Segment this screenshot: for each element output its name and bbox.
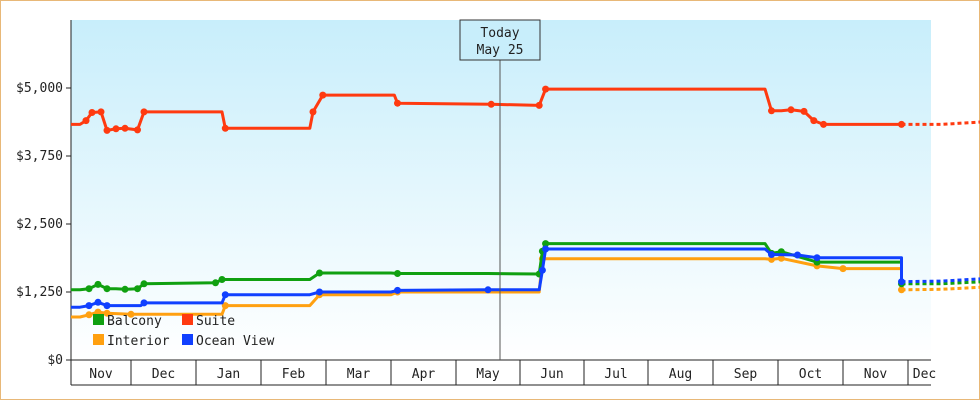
data-point[interactable] [103, 309, 111, 317]
data-point[interactable] [134, 126, 141, 134]
series-ocean-view [71, 245, 980, 310]
data-point[interactable] [212, 279, 219, 287]
today-date: May 25 [477, 43, 524, 58]
x-month-label: Dec [152, 367, 175, 382]
data-point[interactable] [97, 108, 105, 116]
data-point[interactable] [820, 120, 827, 128]
legend-item-suite[interactable]: Suite [182, 314, 235, 329]
data-point[interactable] [85, 302, 93, 310]
data-point[interactable] [810, 117, 818, 125]
data-point[interactable] [85, 285, 93, 293]
x-month-label: Apr [412, 367, 436, 382]
data-point[interactable] [394, 286, 401, 294]
data-point[interactable] [394, 99, 401, 107]
x-month-label: Nov [864, 367, 888, 382]
legend-swatch [93, 334, 104, 345]
data-point[interactable] [94, 308, 102, 316]
data-point[interactable] [88, 109, 96, 116]
data-point[interactable] [768, 251, 775, 258]
x-month-label: Sep [734, 367, 758, 382]
data-point[interactable] [309, 108, 317, 116]
y-tick-label: $3,750 [16, 149, 63, 164]
data-point[interactable] [218, 276, 226, 283]
data-point[interactable] [319, 91, 327, 99]
series-suite [71, 85, 980, 134]
data-point[interactable] [535, 101, 543, 109]
data-point[interactable] [121, 124, 129, 132]
data-point[interactable] [127, 310, 135, 318]
data-point[interactable] [777, 254, 785, 262]
data-point[interactable] [487, 100, 495, 108]
data-point[interactable] [768, 107, 775, 115]
today-marker: Today May 25 [459, 19, 541, 360]
x-month-label: Feb [282, 367, 306, 382]
x-month-label: Oct [799, 367, 822, 382]
data-point[interactable] [787, 106, 795, 114]
data-point[interactable] [839, 265, 847, 273]
legend-item-balcony[interactable]: Balcony [93, 314, 162, 329]
data-point[interactable] [316, 288, 323, 296]
series-layer [71, 85, 980, 319]
data-point[interactable] [800, 107, 808, 115]
data-point[interactable] [316, 269, 323, 277]
data-point[interactable] [221, 302, 229, 310]
data-point[interactable] [140, 299, 148, 307]
x-month-label: Aug [669, 367, 692, 382]
x-month-label: May [476, 367, 500, 382]
data-point[interactable] [134, 285, 141, 293]
x-month-label: Nov [89, 367, 113, 382]
today-label: Today [480, 26, 519, 41]
data-point[interactable] [542, 85, 550, 93]
legend-swatch [182, 314, 193, 325]
data-point[interactable] [794, 251, 801, 259]
legend-label: Interior [107, 334, 170, 349]
data-point[interactable] [898, 286, 905, 294]
y-tick-label: $2,500 [16, 217, 63, 232]
data-point[interactable] [140, 280, 148, 288]
data-point[interactable] [94, 298, 102, 306]
data-point[interactable] [103, 126, 111, 134]
data-point[interactable] [103, 285, 111, 293]
data-point[interactable] [898, 278, 905, 286]
today-box [459, 19, 541, 61]
x-axis: Nov Dec Jan Feb Mar Apr May Jun Jul Aug Sep Oct Nov D… [70, 359, 936, 386]
legend-item-ocean-view[interactable]: Ocean View [182, 334, 274, 349]
legend-swatch [182, 334, 193, 345]
x-month-label: Jul [604, 367, 627, 382]
data-point[interactable] [484, 286, 492, 294]
data-point[interactable] [542, 240, 550, 248]
x-month-label: Mar [347, 367, 371, 382]
data-point[interactable] [538, 266, 546, 274]
y-tick-label: $1,250 [16, 285, 63, 300]
data-point[interactable] [82, 117, 90, 125]
data-point[interactable] [394, 270, 401, 277]
legend-label: Suite [196, 314, 235, 329]
data-point[interactable] [103, 302, 111, 310]
legend-swatch [93, 314, 104, 325]
y-axis: $0 $1,250 $2,500 $3,750 $5,000 [16, 20, 72, 368]
data-point[interactable] [94, 280, 102, 288]
data-point[interactable] [121, 285, 129, 293]
legend-item-interior[interactable]: Interior [93, 334, 170, 349]
legend: Balcony Suite Interior Ocean View [93, 314, 274, 349]
data-point[interactable] [221, 124, 229, 132]
data-point[interactable] [112, 125, 120, 133]
data-point[interactable] [140, 108, 148, 116]
legend-label: Balcony [107, 314, 162, 329]
data-point[interactable] [813, 254, 821, 262]
data-point[interactable] [221, 291, 229, 299]
x-month-label: Dec [913, 367, 936, 382]
x-month-label: Jun [540, 367, 563, 382]
legend-label: Ocean View [196, 334, 274, 349]
data-point[interactable] [85, 311, 93, 319]
y-tick-label: $0 [47, 353, 63, 368]
plot-area [71, 20, 931, 360]
x-month-label: Jan [217, 367, 240, 382]
data-point[interactable] [542, 245, 550, 253]
y-tick-label: $5,000 [16, 81, 63, 96]
data-point[interactable] [898, 120, 905, 128]
data-point[interactable] [768, 255, 775, 263]
